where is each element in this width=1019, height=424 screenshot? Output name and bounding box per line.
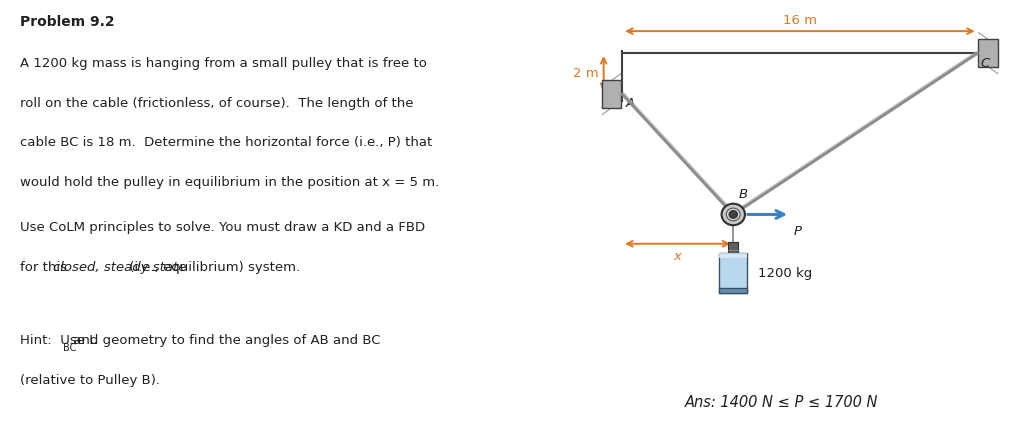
Text: would hold the pulley in equilibrium in the position at x = 5 m.: would hold the pulley in equilibrium in … bbox=[20, 176, 439, 189]
Bar bbox=[976, 39, 997, 67]
Bar bbox=[601, 81, 621, 108]
Text: A 1200 kg mass is hanging from a small pulley that is free to: A 1200 kg mass is hanging from a small p… bbox=[20, 57, 427, 70]
Text: B: B bbox=[738, 188, 747, 201]
Text: 2 m: 2 m bbox=[572, 67, 598, 80]
Text: x: x bbox=[674, 250, 681, 262]
Bar bbox=[718, 288, 746, 293]
Text: 1200 kg: 1200 kg bbox=[757, 267, 811, 279]
Bar bbox=[718, 253, 746, 293]
Text: A: A bbox=[625, 97, 634, 109]
Text: Hint:  Use L: Hint: Use L bbox=[20, 334, 97, 347]
Text: roll on the cable (frictionless, of course).  The length of the: roll on the cable (frictionless, of cour… bbox=[20, 97, 414, 110]
Bar bbox=[718, 253, 746, 258]
Circle shape bbox=[729, 211, 737, 218]
Text: (i.e., equilibrium) system.: (i.e., equilibrium) system. bbox=[124, 261, 300, 274]
Text: cable BC is 18 m.  Determine the horizontal force (i.e., P) that: cable BC is 18 m. Determine the horizont… bbox=[20, 136, 432, 149]
Text: closed, steady state: closed, steady state bbox=[53, 261, 185, 274]
Text: 16 m: 16 m bbox=[783, 14, 816, 27]
Text: Problem 9.2: Problem 9.2 bbox=[20, 15, 115, 29]
Text: Use CoLM principles to solve. You must draw a KD and a FBD: Use CoLM principles to solve. You must d… bbox=[20, 221, 425, 234]
Text: BC: BC bbox=[63, 343, 76, 354]
Circle shape bbox=[726, 208, 740, 221]
Text: P: P bbox=[793, 225, 801, 238]
Bar bbox=[728, 242, 738, 253]
Text: C: C bbox=[979, 57, 988, 70]
Text: for this: for this bbox=[20, 261, 71, 274]
Circle shape bbox=[720, 204, 744, 225]
Text: and geometry to find the angles of AB and BC: and geometry to find the angles of AB an… bbox=[69, 334, 380, 347]
Text: Ans: 1400 N ≤ P ≤ 1700 N: Ans: 1400 N ≤ P ≤ 1700 N bbox=[684, 395, 877, 410]
Text: (relative to Pulley B).: (relative to Pulley B). bbox=[20, 374, 160, 387]
